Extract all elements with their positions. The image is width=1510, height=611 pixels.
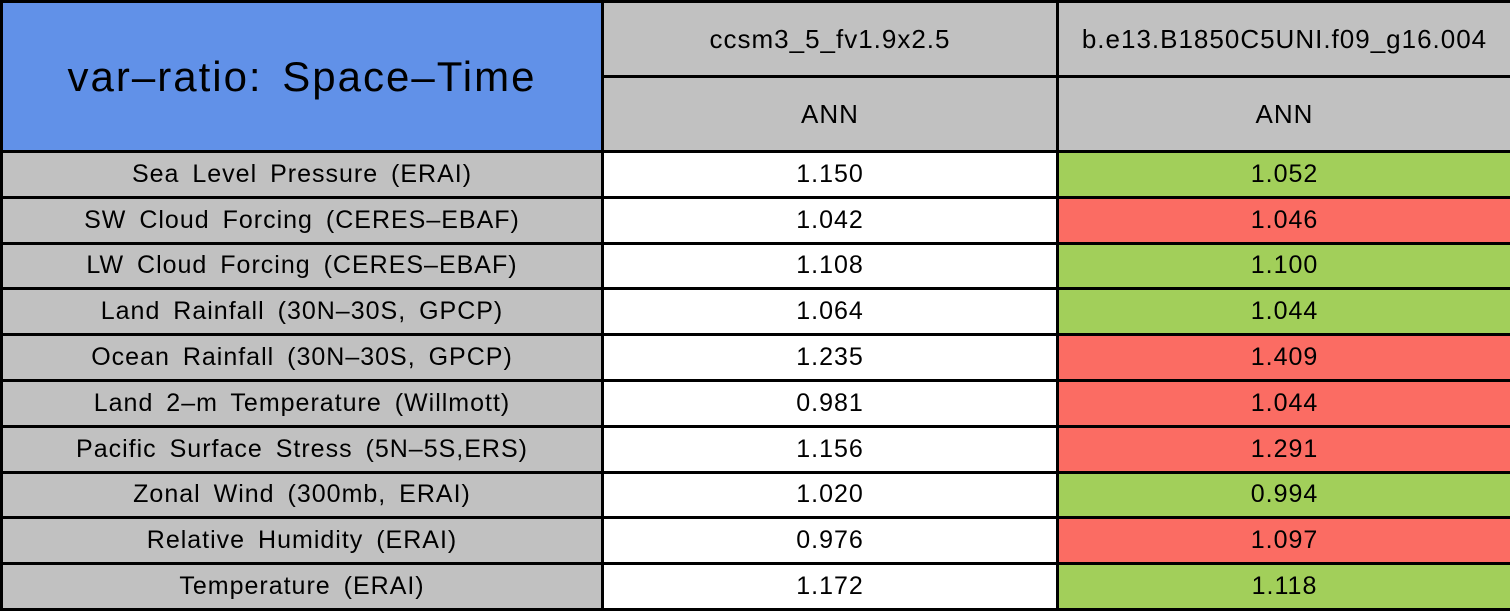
variable-label: Pacific Surface Stress (5N–5S,ERS) <box>0 424 604 474</box>
variable-label: Sea Level Pressure (ERAI) <box>0 150 604 199</box>
model1-value: 1.064 <box>601 287 1059 337</box>
model2-value: 1.044 <box>1056 287 1510 337</box>
table-row: Ocean Rainfall (30N–30S, GPCP) 1.235 1.4… <box>0 333 1510 382</box>
model2-value: 1.097 <box>1056 516 1510 566</box>
model2-value: 1.052 <box>1056 150 1510 199</box>
column-header-model-1: ccsm3_5_fv1.9x2.5 <box>601 0 1059 78</box>
model2-value: 1.044 <box>1056 378 1510 428</box>
model2-value: 1.046 <box>1056 195 1510 245</box>
model2-value: 0.994 <box>1056 470 1510 520</box>
model2-value: 1.118 <box>1056 562 1510 611</box>
variable-label: SW Cloud Forcing (CERES–EBAF) <box>0 195 604 245</box>
table-title: var–ratio: Space–Time <box>0 0 604 153</box>
table-row: Temperature (ERAI) 1.172 1.118 <box>0 562 1510 611</box>
table-row: Relative Humidity (ERAI) 0.976 1.097 <box>0 516 1510 566</box>
model1-value: 0.981 <box>601 378 1059 428</box>
column-header-model-2: b.e13.B1850C5UNI.f09_g16.004 <box>1056 0 1510 78</box>
season-subheader-model-2: ANN <box>1056 75 1510 153</box>
table-row: LW Cloud Forcing (CERES–EBAF) 1.108 1.10… <box>0 241 1510 291</box>
table-row: Pacific Surface Stress (5N–5S,ERS) 1.156… <box>0 424 1510 474</box>
variable-label: Land Rainfall (30N–30S, GPCP) <box>0 287 604 337</box>
model1-value: 1.172 <box>601 562 1059 611</box>
model2-value: 1.100 <box>1056 241 1510 291</box>
table-row: Zonal Wind (300mb, ERAI) 1.020 0.994 <box>0 470 1510 520</box>
model1-value: 1.042 <box>601 195 1059 245</box>
variable-label: LW Cloud Forcing (CERES–EBAF) <box>0 241 604 291</box>
variable-label: Zonal Wind (300mb, ERAI) <box>0 470 604 520</box>
variable-label: Relative Humidity (ERAI) <box>0 516 604 566</box>
table-row: Land 2–m Temperature (Willmott) 0.981 1.… <box>0 378 1510 428</box>
table-row: SW Cloud Forcing (CERES–EBAF) 1.042 1.04… <box>0 195 1510 245</box>
model1-value: 1.150 <box>601 150 1059 199</box>
model1-value: 1.156 <box>601 424 1059 474</box>
model1-value: 1.108 <box>601 241 1059 291</box>
header-row-models: var–ratio: Space–Time ccsm3_5_fv1.9x2.5 … <box>0 0 1510 153</box>
header-row-season: ANN ANN <box>2 75 1510 153</box>
variable-label: Ocean Rainfall (30N–30S, GPCP) <box>0 333 604 382</box>
table-row: Land Rainfall (30N–30S, GPCP) 1.064 1.04… <box>0 287 1510 337</box>
model2-value: 1.409 <box>1056 333 1510 382</box>
variable-label: Land 2–m Temperature (Willmott) <box>0 378 604 428</box>
model1-value: 1.235 <box>601 333 1059 382</box>
season-subheader-model-1: ANN <box>601 75 1059 153</box>
model1-value: 1.020 <box>601 470 1059 520</box>
model1-value: 0.976 <box>601 516 1059 566</box>
model2-value: 1.291 <box>1056 424 1510 474</box>
variable-label: Temperature (ERAI) <box>0 562 604 611</box>
table-row: Sea Level Pressure (ERAI) 1.150 1.052 <box>0 150 1510 199</box>
